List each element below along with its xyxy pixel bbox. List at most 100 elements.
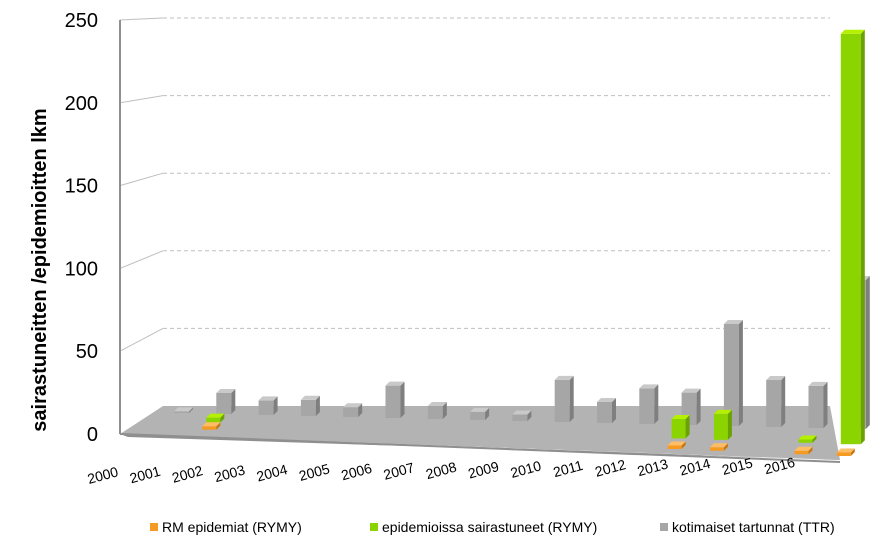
bar-kotimaiset-2012-side bbox=[696, 388, 701, 425]
bar-kotimaiset-2014-top bbox=[766, 376, 786, 381]
bar-kotimaiset-2012-top bbox=[681, 388, 701, 393]
bar-kotimaiset-2000-side bbox=[189, 407, 193, 413]
legend-swatch-orange bbox=[150, 523, 158, 531]
bar-kotimaiset-2006-top bbox=[427, 402, 447, 407]
bar-epidemioissa-2012 bbox=[671, 418, 686, 439]
legend: RM epidemiat (RYMY) epidemioissa sairast… bbox=[0, 515, 875, 539]
bar-epidemioissa-2016-top bbox=[840, 29, 865, 34]
bar-epidemioissa-2015 bbox=[798, 439, 813, 443]
x-tick-label: 2013 bbox=[635, 456, 669, 480]
x-tick-label: 2012 bbox=[593, 456, 627, 480]
legend-label: kotimaiset tartunnat (TTR) bbox=[672, 519, 835, 535]
bar-kotimaiset-2015 bbox=[808, 385, 824, 428]
y-tick-label: 100 bbox=[65, 258, 98, 280]
y-axis-ticks: 0 50 100 150 200 250 bbox=[65, 10, 98, 446]
x-tick-label: 2000 bbox=[86, 463, 120, 487]
gridline-diagonal bbox=[119, 17, 164, 21]
bar-rm-epidemiat-2013-top bbox=[709, 443, 728, 448]
bar-kotimaiset-2007-side bbox=[485, 407, 490, 420]
bar-kotimaiset-2009 bbox=[554, 379, 570, 422]
bar-epidemioissa-2013 bbox=[713, 413, 728, 440]
x-tick-label: 2011 bbox=[551, 457, 584, 480]
bar-epidemioissa-2016 bbox=[840, 33, 861, 445]
bar-rm-epidemiat-2001 bbox=[202, 426, 217, 430]
bar-kotimaiset-2001 bbox=[216, 392, 232, 414]
bar-kotimaiset-2016-side bbox=[865, 275, 870, 429]
y-axis-label: sairastuneitten /epidemioitten lkm bbox=[29, 108, 51, 431]
bars bbox=[174, 29, 870, 456]
bar-kotimaiset-2003 bbox=[300, 399, 316, 416]
bar-epidemioissa-2001 bbox=[206, 417, 221, 423]
bar-kotimaiset-2013-side bbox=[738, 319, 743, 426]
y-tick-label: 200 bbox=[65, 93, 98, 115]
bar-rm-epidemiat-2016-side bbox=[850, 448, 855, 456]
bar-epidemioissa-2016-side bbox=[860, 29, 865, 445]
bar-kotimaiset-2007-top bbox=[470, 407, 490, 412]
x-tick-label: 2007 bbox=[382, 459, 416, 483]
bar-kotimaiset-2006-side bbox=[442, 402, 447, 419]
bar-rm-epidemiat-2012 bbox=[667, 445, 682, 449]
chart-floor bbox=[120, 406, 840, 460]
bar-rm-epidemiat-2001-side bbox=[216, 422, 221, 430]
y-tick-label: 50 bbox=[76, 341, 98, 363]
x-tick-label: 2001 bbox=[128, 463, 162, 487]
bar-kotimaiset-2013-top bbox=[723, 319, 743, 324]
bar-epidemioissa-2012-top bbox=[671, 414, 690, 419]
bar-kotimaiset-2008-side bbox=[527, 410, 532, 421]
bar-kotimaiset-2010-side bbox=[612, 397, 616, 423]
x-tick-label: 2009 bbox=[466, 458, 500, 482]
bar-rm-epidemiat-2016-top bbox=[836, 448, 855, 453]
bar-kotimaiset-2011 bbox=[639, 388, 655, 424]
bar-kotimaiset-2011-top bbox=[639, 384, 659, 389]
legend-item-rm-epidemiat: RM epidemiat (RYMY) bbox=[150, 519, 302, 535]
legend-label: epidemioissa sairastuneet (RYMY) bbox=[382, 519, 598, 535]
legend-item-kotimaiset-tartunnat: kotimaiset tartunnat (TTR) bbox=[660, 519, 835, 535]
y-tick-label: 150 bbox=[65, 176, 98, 198]
x-tick-label: 2008 bbox=[424, 459, 458, 483]
floor-plane bbox=[120, 406, 840, 460]
x-tick-label: 2015 bbox=[720, 454, 754, 478]
bar-rm-epidemiat-2013 bbox=[709, 447, 724, 451]
bar-kotimaiset-2005-top bbox=[385, 381, 405, 386]
bar-kotimaiset-2000 bbox=[174, 411, 189, 413]
x-tick-label: 2002 bbox=[170, 462, 204, 486]
bar-kotimaiset-2015-side bbox=[823, 381, 828, 428]
bar-kotimaiset-2008 bbox=[512, 414, 528, 421]
gridline-diagonal bbox=[119, 172, 164, 187]
x-tick-label: 2004 bbox=[255, 461, 289, 485]
bar-kotimaiset-2003-side bbox=[315, 395, 320, 416]
legend-label: RM epidemiat (RYMY) bbox=[162, 519, 302, 535]
bar-kotimaiset-2001-side bbox=[231, 388, 236, 414]
x-axis-line bbox=[119, 433, 841, 463]
bar-kotimaiset-2007 bbox=[470, 411, 486, 420]
bar-rm-epidemiat-2012-top bbox=[667, 441, 686, 446]
bar-kotimaiset-2010-top bbox=[597, 397, 616, 402]
bar-kotimaiset-2002-top bbox=[258, 396, 278, 401]
gridline-diagonal bbox=[119, 327, 164, 352]
bar-epidemioissa-2013-top bbox=[713, 409, 732, 414]
bar-epidemioissa-2012-side bbox=[685, 414, 690, 439]
bar-kotimaiset-2004-top bbox=[343, 403, 363, 408]
bar-kotimaiset-2015-top bbox=[808, 381, 828, 386]
bar-rm-epidemiat-2012-side bbox=[681, 441, 686, 449]
bar-rm-epidemiat-2001-top bbox=[202, 422, 221, 427]
x-tick-label: 2003 bbox=[212, 462, 246, 486]
bar-kotimaiset-2014-side bbox=[781, 376, 786, 427]
x-tick-label: 2006 bbox=[339, 460, 373, 484]
gridline-diagonal bbox=[119, 95, 164, 104]
bar-kotimaiset-2006 bbox=[427, 406, 443, 419]
bar-kotimaiset-2010 bbox=[597, 401, 612, 423]
legend-swatch-gray bbox=[660, 523, 668, 531]
x-axis-ticks: 2000 2001 2002 2003 2004 2005 2006 2007 2008 2009… bbox=[86, 454, 797, 487]
bar-rm-epidemiat-2015 bbox=[794, 450, 809, 455]
gridline-diagonal bbox=[119, 250, 164, 269]
bar-epidemioissa-2001-top bbox=[206, 413, 225, 418]
bar-kotimaiset-2004-side bbox=[358, 403, 363, 417]
legend-swatch-green bbox=[370, 523, 378, 531]
bar-kotimaiset-2009-side bbox=[569, 375, 574, 422]
x-tick-label: 2014 bbox=[678, 455, 712, 479]
bar-rm-epidemiat-2015-top bbox=[794, 446, 813, 451]
bar-epidemioissa-2015-side bbox=[812, 435, 817, 443]
bar-epidemioissa-2001-side bbox=[220, 413, 225, 423]
bar-rm-epidemiat-2015-side bbox=[808, 446, 813, 455]
